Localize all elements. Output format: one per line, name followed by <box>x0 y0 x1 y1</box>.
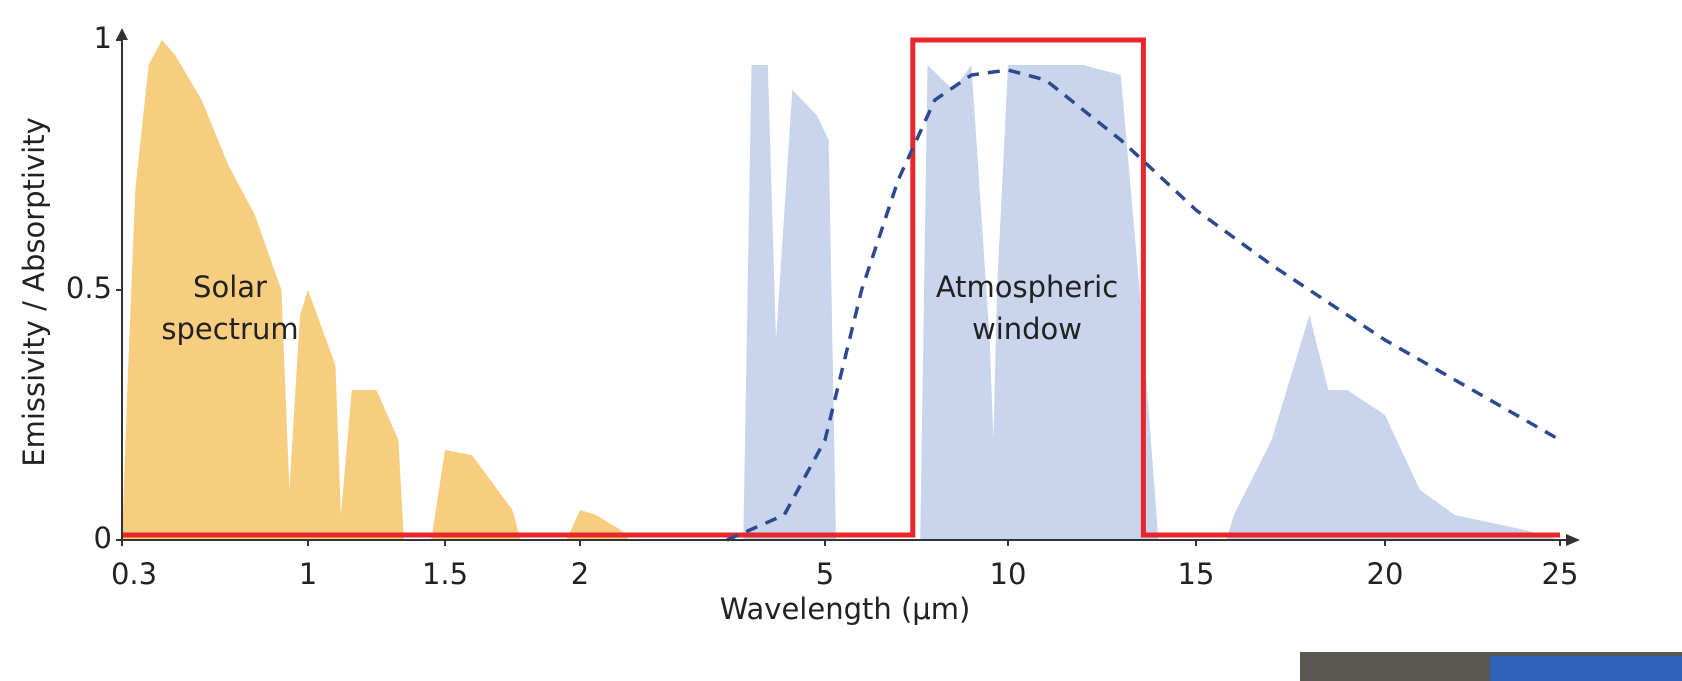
y-tick-label: 1 <box>94 21 112 55</box>
x-tick-label: 2 <box>571 557 589 591</box>
photo-fragment <box>1490 656 1682 681</box>
x-axis-label: Wavelength (μm) <box>720 592 971 626</box>
y-tick-label: 0.5 <box>66 271 112 305</box>
x-tick-label: 25 <box>1542 557 1579 591</box>
area <box>743 65 1560 540</box>
annotation: Solar spectrum <box>161 270 299 347</box>
line <box>122 37 1560 538</box>
x-tick-label: 5 <box>816 557 834 591</box>
x-tick-label: 1 <box>299 557 317 591</box>
x-tick-label: 15 <box>1178 557 1215 591</box>
y-axis-arrow <box>116 28 128 40</box>
x-tick-label: 0.3 <box>111 557 157 591</box>
y-tick-label: 0 <box>94 521 112 555</box>
x-tick-label: 10 <box>990 557 1027 591</box>
annotation: Atmospheric window <box>935 270 1119 347</box>
y-axis-label: Emissivity / Absorptivity <box>17 117 51 466</box>
area <box>122 40 629 540</box>
x-tick-label: 1.5 <box>422 557 468 591</box>
x-axis-arrow <box>1566 534 1580 546</box>
x-tick-label: 20 <box>1367 557 1404 591</box>
